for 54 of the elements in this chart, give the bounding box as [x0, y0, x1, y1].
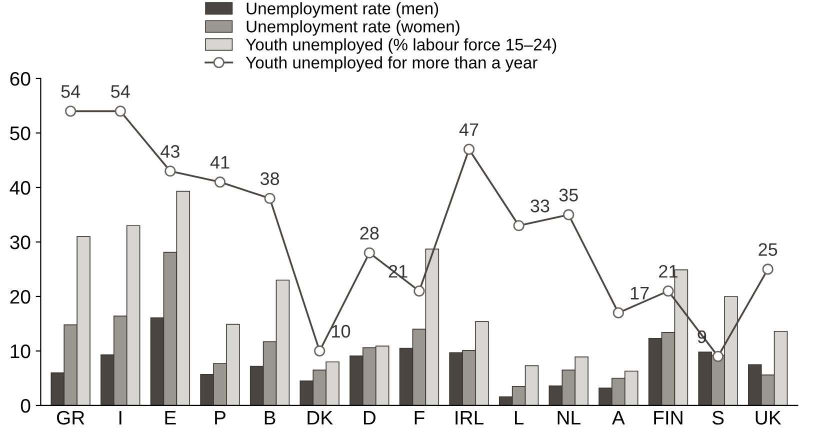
- point: [662, 285, 674, 297]
- point: [214, 176, 226, 188]
- y-tick-label: 20: [10, 290, 30, 304]
- point: [712, 350, 724, 362]
- x-tick-label: B: [264, 411, 276, 424]
- point: [414, 285, 425, 297]
- x-tick-label: S: [712, 410, 724, 425]
- point: [164, 166, 176, 177]
- data-label: 28: [360, 226, 379, 240]
- x-tick-label: NL: [558, 411, 580, 424]
- data-label: 54: [61, 85, 80, 98]
- x-tick-label: DK: [308, 411, 333, 424]
- legend-label: Unemployment rate (women): [246, 20, 460, 36]
- x-tick-label: L: [515, 411, 524, 424]
- x-tick-label: A: [612, 411, 625, 424]
- x-tick-label: I: [119, 411, 122, 424]
- legend-label: Unemployment rate (men): [246, 2, 438, 18]
- legend-label: Youth unemployed for more than a year: [246, 56, 538, 72]
- data-label: 17: [630, 286, 649, 300]
- data-label: 47: [459, 123, 478, 136]
- y-tick-label: 60: [10, 72, 30, 86]
- point: [314, 345, 326, 357]
- data-label: 25: [758, 243, 778, 256]
- point: [463, 144, 475, 155]
- point: [762, 264, 774, 275]
- x-tick-label: IRL: [456, 411, 484, 424]
- point: [264, 192, 276, 204]
- x-tick-label: D: [364, 411, 376, 424]
- data-label: 41: [210, 156, 230, 169]
- data-label: 35: [559, 188, 578, 202]
- data-label: 33: [530, 200, 550, 212]
- x-tick-label: E: [165, 411, 176, 424]
- point: [563, 209, 574, 220]
- point: [364, 247, 375, 258]
- point: [513, 220, 524, 232]
- data-label: 54: [111, 85, 130, 98]
- x-tick-label: F: [414, 411, 424, 424]
- x-tick-label: UK: [756, 411, 782, 425]
- x-tick-label: FIN: [654, 411, 682, 424]
- y-tick-label: 40: [10, 180, 30, 195]
- y-tick-label: 0: [20, 398, 30, 413]
- data-label: 21: [659, 264, 678, 278]
- x-tick-label: GR: [56, 410, 84, 425]
- point: [65, 106, 76, 117]
- legend-label: Youth unemployed (% labour force 15–24): [246, 38, 556, 54]
- x-tick-label: P: [215, 411, 226, 424]
- y-tick-label: 50: [10, 126, 30, 140]
- y-tick-label: 10: [10, 344, 30, 358]
- data-label: 10: [332, 324, 350, 338]
- y-tick-label: 30: [10, 235, 30, 250]
- data-label: 38: [260, 172, 280, 186]
- data-label: 43: [160, 145, 180, 158]
- point: [612, 307, 624, 318]
- point: [114, 106, 126, 117]
